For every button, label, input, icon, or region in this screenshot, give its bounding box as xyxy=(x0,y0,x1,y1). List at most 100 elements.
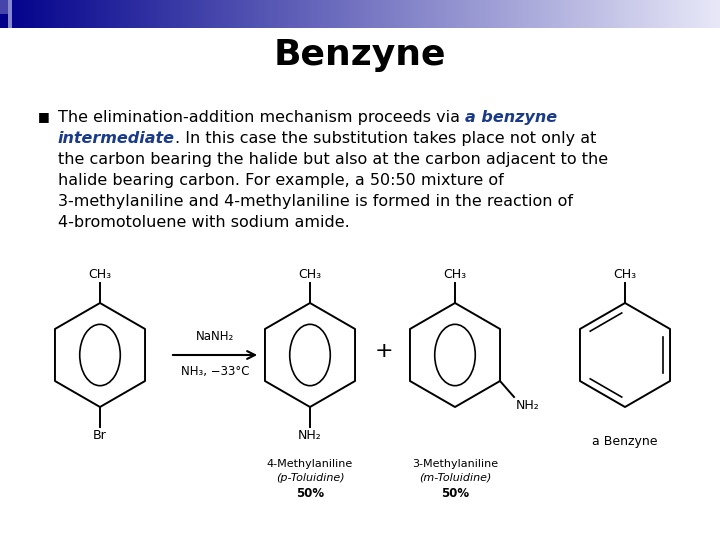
Bar xyxy=(91,0,94,28)
Bar xyxy=(585,0,588,28)
Bar xyxy=(466,0,468,28)
Bar xyxy=(125,0,127,28)
Text: Benzyne: Benzyne xyxy=(274,38,446,72)
Bar xyxy=(547,0,549,28)
Bar xyxy=(173,0,175,28)
Bar xyxy=(528,0,531,28)
Bar xyxy=(5,0,7,28)
Text: . In this case the substitution takes place not only at: . In this case the substitution takes pl… xyxy=(175,131,596,146)
Bar xyxy=(228,0,230,28)
Bar xyxy=(7,0,9,28)
Bar xyxy=(626,0,629,28)
Bar xyxy=(540,0,542,28)
Bar xyxy=(567,0,569,28)
Bar xyxy=(106,0,108,28)
Bar xyxy=(487,0,490,28)
Bar xyxy=(480,0,482,28)
Bar xyxy=(610,0,612,28)
Bar xyxy=(161,0,163,28)
Bar xyxy=(207,0,209,28)
Bar xyxy=(135,0,137,28)
Bar xyxy=(365,0,367,28)
Bar xyxy=(559,0,562,28)
Bar xyxy=(153,0,156,28)
Bar xyxy=(137,0,139,28)
Bar xyxy=(27,0,29,28)
Bar xyxy=(614,0,617,28)
Bar xyxy=(662,0,665,28)
Bar xyxy=(631,0,634,28)
Bar xyxy=(307,0,310,28)
Bar xyxy=(571,0,574,28)
Bar xyxy=(189,0,192,28)
Bar xyxy=(163,0,166,28)
Bar xyxy=(146,0,149,28)
Bar xyxy=(257,0,259,28)
Bar xyxy=(701,0,703,28)
Bar xyxy=(151,0,153,28)
Bar xyxy=(711,0,713,28)
Bar xyxy=(545,0,547,28)
Text: (m-Toluidine): (m-Toluidine) xyxy=(419,473,491,483)
Bar xyxy=(281,0,283,28)
Text: +: + xyxy=(374,341,393,361)
Bar xyxy=(693,0,696,28)
Bar xyxy=(221,0,223,28)
Bar xyxy=(459,0,461,28)
Bar xyxy=(36,0,38,28)
Bar xyxy=(99,0,101,28)
Text: 4-Methylaniline: 4-Methylaniline xyxy=(267,459,353,469)
Bar xyxy=(423,0,425,28)
Bar xyxy=(408,0,410,28)
Bar xyxy=(461,0,463,28)
Bar xyxy=(110,0,113,28)
Bar xyxy=(389,0,391,28)
Bar xyxy=(45,0,48,28)
Bar xyxy=(427,0,430,28)
Bar xyxy=(600,0,603,28)
Bar xyxy=(369,0,372,28)
Bar xyxy=(312,0,315,28)
Bar xyxy=(682,0,684,28)
Bar xyxy=(367,0,369,28)
Bar xyxy=(444,0,446,28)
Bar xyxy=(504,0,506,28)
Text: NH₂: NH₂ xyxy=(516,399,540,412)
Bar xyxy=(502,0,504,28)
Bar xyxy=(535,0,538,28)
Bar xyxy=(108,0,110,28)
Bar xyxy=(230,0,233,28)
Bar xyxy=(17,0,19,28)
Bar xyxy=(297,0,300,28)
Bar xyxy=(240,0,243,28)
Bar xyxy=(468,0,470,28)
Bar xyxy=(211,0,214,28)
Bar xyxy=(562,0,564,28)
Bar xyxy=(324,0,326,28)
Bar xyxy=(319,0,322,28)
Bar xyxy=(283,0,286,28)
Text: NH₃, −33°C: NH₃, −33°C xyxy=(181,365,249,378)
Bar xyxy=(360,0,362,28)
Bar xyxy=(250,0,252,28)
Bar xyxy=(41,0,43,28)
Bar xyxy=(238,0,240,28)
Bar xyxy=(358,0,360,28)
Bar xyxy=(470,0,473,28)
Bar xyxy=(0,0,8,14)
Bar xyxy=(415,0,418,28)
Bar xyxy=(53,0,55,28)
Bar xyxy=(684,0,686,28)
Bar xyxy=(96,0,99,28)
Bar xyxy=(74,0,77,28)
Bar xyxy=(490,0,492,28)
Text: CH₃: CH₃ xyxy=(444,268,467,281)
Text: 50%: 50% xyxy=(296,487,324,500)
Bar xyxy=(569,0,571,28)
Bar xyxy=(341,0,343,28)
Bar xyxy=(451,0,454,28)
Bar xyxy=(552,0,554,28)
Bar xyxy=(261,0,264,28)
Bar xyxy=(214,0,216,28)
Bar xyxy=(670,0,672,28)
